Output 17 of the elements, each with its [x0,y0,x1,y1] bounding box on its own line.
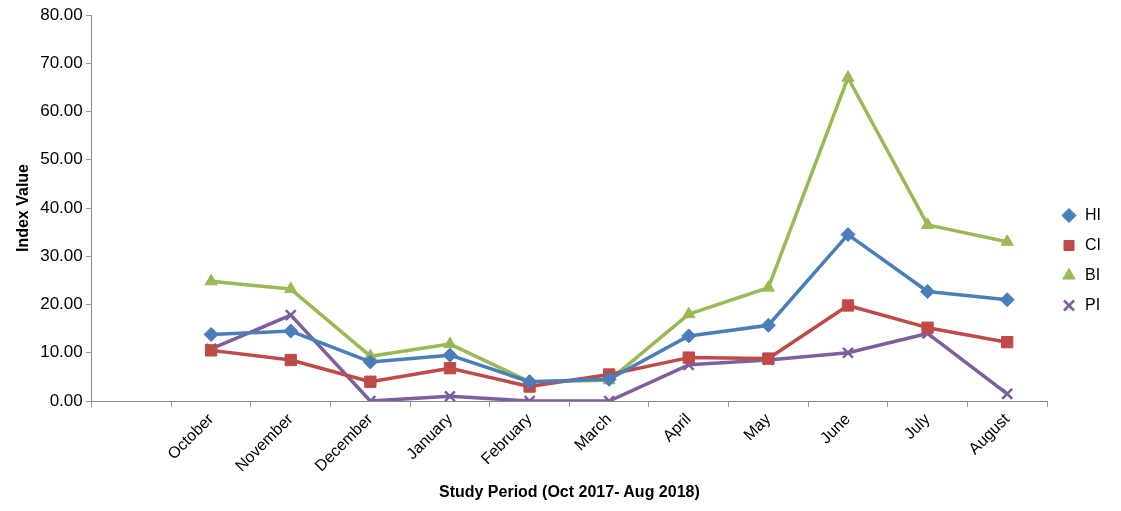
y-tick-label: 10.00 [40,342,83,362]
y-tick-label: 40.00 [40,197,83,217]
x-tick-label: May [740,410,774,444]
y-tick-label: 70.00 [40,52,83,72]
legend-label: CI [1085,235,1101,253]
legend-label: HI [1085,205,1101,223]
y-tick-label: 20.00 [40,294,83,314]
y-tick-label: 80.00 [40,4,83,24]
legend-label: PI [1085,295,1101,313]
y-tick-label: 60.00 [40,101,83,121]
legend-label: BI [1085,265,1101,283]
y-tick-label: 50.00 [40,149,83,169]
y-tick-label: 0.00 [49,390,83,410]
y-tick-label: 30.00 [40,245,83,265]
y-axis-title: Index Value [14,163,32,253]
x-tick-label: July [900,410,933,443]
x-axis-title: Study Period (Oct 2017- Aug 2018) [438,482,700,500]
